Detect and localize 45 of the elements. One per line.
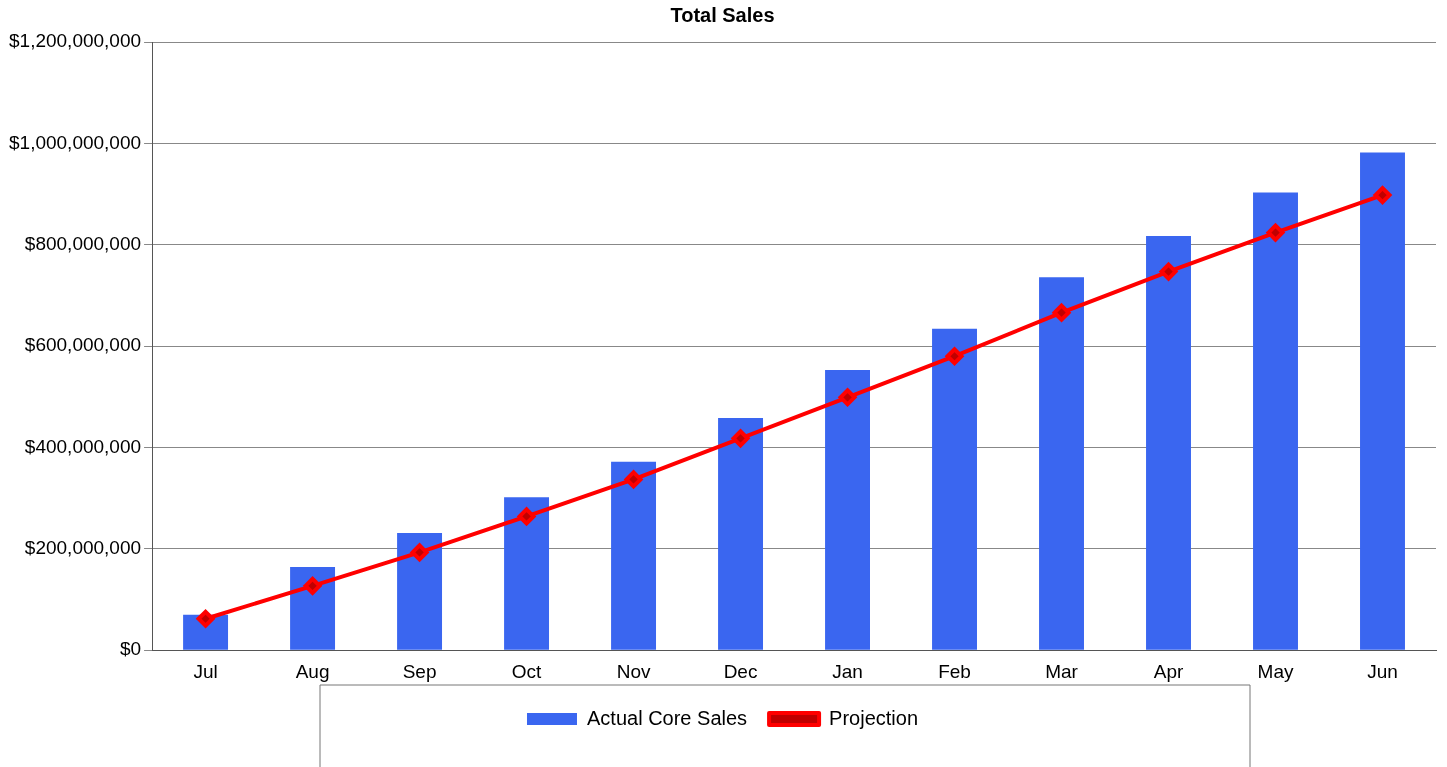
bar	[290, 567, 336, 650]
point	[731, 429, 750, 448]
y-tick-label: $400,000,000	[24, 435, 142, 457]
point	[1052, 303, 1071, 322]
point	[517, 507, 536, 526]
bar	[1360, 152, 1405, 650]
point	[1266, 223, 1285, 242]
x-tick-label: Jan	[832, 660, 863, 682]
y-tick-label: $600,000,000	[24, 334, 142, 356]
x-tick-label: Dec	[723, 660, 758, 682]
bar	[1146, 236, 1191, 650]
point	[945, 347, 964, 366]
x-tick-label: Feb	[938, 660, 971, 682]
x-tick-label: Sep	[402, 660, 437, 682]
bar	[825, 369, 870, 650]
point	[303, 576, 322, 595]
x-tick-label: Jun	[1367, 660, 1398, 682]
point	[196, 609, 215, 628]
y-tick-label: $0	[119, 638, 142, 660]
y-tick-label: $200,000,000	[24, 537, 142, 559]
point	[838, 388, 857, 407]
y-tick-label: $1,000,000,000	[8, 131, 142, 153]
point	[1373, 186, 1392, 205]
bar	[1253, 192, 1298, 650]
x-tick-label: Mar	[1045, 660, 1079, 682]
x-tick-label: Aug	[295, 660, 330, 682]
x-tick-label: Nov	[616, 660, 651, 682]
x-tick-label: Jul	[193, 660, 218, 682]
legend-label: Projection	[829, 706, 919, 729]
y-tick-label: $1,200,000,000	[8, 30, 142, 52]
legend-label: Actual Core Sales	[586, 706, 748, 729]
point	[410, 543, 429, 562]
bar	[504, 497, 550, 650]
y-tick-label: $800,000,000	[24, 232, 142, 254]
point	[1159, 262, 1178, 281]
bar	[1039, 277, 1084, 650]
x-tick-label: Apr	[1153, 660, 1184, 682]
chart-title: Total Sales	[670, 3, 775, 26]
bar	[611, 461, 657, 650]
bar	[932, 328, 977, 650]
point	[624, 470, 643, 489]
bar	[718, 418, 764, 650]
x-tick-label: Oct	[511, 660, 543, 682]
x-tick-label: May	[1257, 660, 1294, 682]
bar	[397, 533, 443, 650]
